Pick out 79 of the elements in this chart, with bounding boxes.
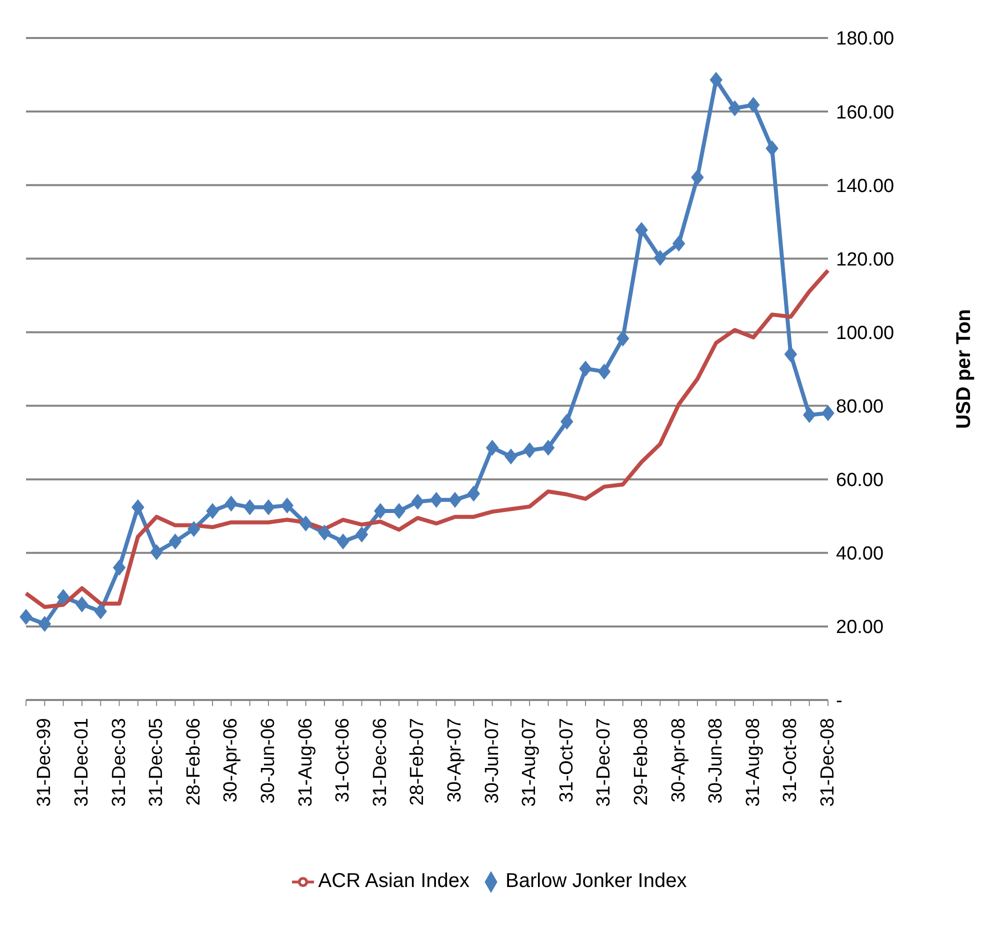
y-tick-label: 20.00 [836,617,884,638]
x-tick-label: 31-Aug-07 [519,718,540,807]
point [504,448,518,465]
point [355,526,368,542]
point [280,497,294,514]
point [187,520,200,537]
point [262,499,275,516]
x-tick-label: 31-Aug-06 [295,718,316,807]
y-tick-label: 60.00 [836,470,884,492]
point [560,414,574,430]
x-tick-label: 31-Dec-05 [146,718,168,807]
x-tick-label: 31-Dec-06 [370,718,391,807]
point [579,360,592,377]
point [20,608,32,625]
x-tick-label: 30-Apr-07 [444,718,466,802]
point [691,169,704,186]
y-tick-label: 140.00 [836,176,894,197]
y-tick-label: 180.00 [836,28,894,50]
point [318,524,331,541]
point [598,364,611,380]
point [486,440,499,456]
x-tick-label: 28-Feb-07 [407,718,428,806]
point [206,502,219,519]
point [411,494,424,510]
point [76,596,88,612]
point [168,533,182,550]
y-axis-title: USD per Ton [953,309,976,429]
y-tick-label: 80.00 [836,396,884,418]
point [542,440,555,456]
point [224,496,238,512]
x-tick-label: 31-Aug-08 [742,718,764,807]
x-tick-label: 31-Dec-07 [594,718,615,807]
point [243,499,256,516]
point [336,533,350,550]
x-tick-label: 31-Oct-07 [556,718,578,802]
x-tick-label: 30-Jun-07 [482,718,503,804]
x-tick-label: 30-Jun-06 [258,718,279,804]
point [38,616,52,632]
point [822,405,834,422]
point [132,499,144,516]
point [430,492,443,508]
point [150,544,163,560]
x-tick-label: 31-Dec-99 [34,718,56,807]
point [635,222,648,238]
point [672,236,686,252]
x-tick-label: 28-Feb-06 [183,718,204,806]
x-tick-label: 30-Jun-08 [706,718,727,804]
point [392,502,406,519]
point [467,486,480,502]
point [802,406,816,423]
point [112,560,126,576]
x-tick-label: 31-Dec-08 [818,718,838,807]
x-tick-label: 31-Dec-03 [108,718,130,807]
y-tick-label: 120.00 [836,249,894,270]
x-tick-label: 31-Oct-06 [332,718,354,802]
point [728,100,742,116]
x-tick-label: 29-Feb-08 [630,718,652,806]
point [299,515,312,532]
y-tick-label: - [836,690,842,712]
point [710,72,722,88]
x-tick-label: 31-Dec-01 [71,718,92,807]
x-tick-label: 31-Oct-08 [780,718,802,802]
point [766,140,778,156]
legend-label: Barlow Jonker Index [506,870,687,892]
legend-label: ACR Asian Index [318,870,470,892]
y-tick-label: 100.00 [836,322,894,344]
point [523,442,536,458]
point [448,492,462,508]
point [616,330,630,346]
x-tick-label: 30-Apr-06 [220,718,242,802]
point [654,250,667,266]
point [94,603,108,620]
point [374,502,387,519]
y-tick-label: 160.00 [836,102,894,124]
y-tick-label: 40.00 [836,544,884,565]
point [784,346,798,362]
point [746,96,760,113]
point [56,589,70,606]
x-tick-label: 30-Apr-08 [668,718,690,802]
